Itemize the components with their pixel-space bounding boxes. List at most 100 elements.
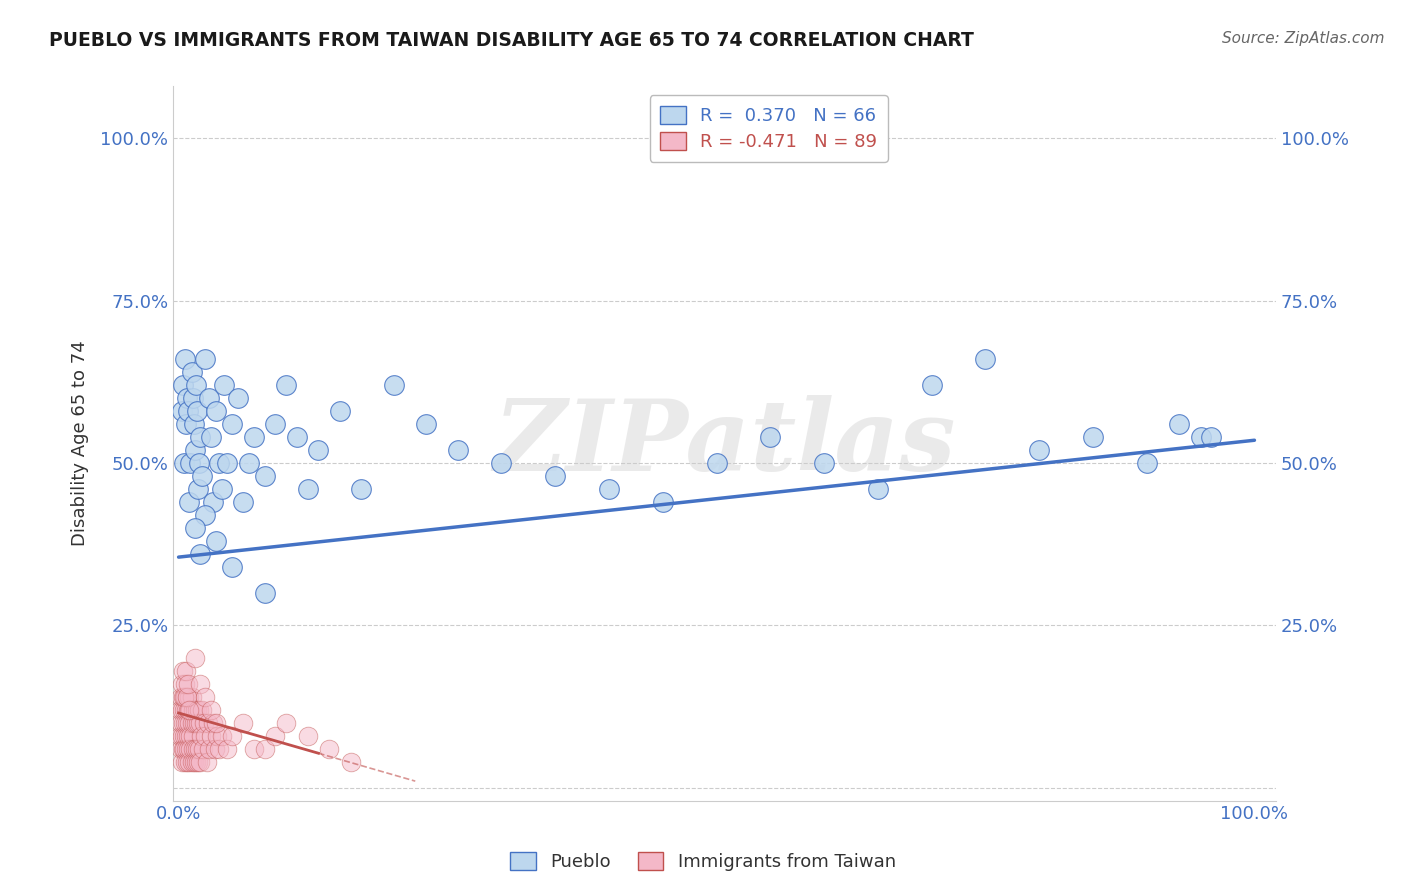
Point xyxy=(339,755,361,769)
Point xyxy=(176,755,198,769)
Point xyxy=(170,729,193,743)
Point xyxy=(921,378,943,392)
Text: ZIPatlas: ZIPatlas xyxy=(494,395,956,491)
Point xyxy=(194,729,217,743)
Point xyxy=(221,729,243,743)
Point xyxy=(174,703,197,717)
Point xyxy=(253,586,276,600)
Point xyxy=(276,715,298,730)
Point xyxy=(174,677,197,691)
Point xyxy=(188,456,211,470)
Point xyxy=(307,442,329,457)
Point xyxy=(191,469,214,483)
Point xyxy=(207,729,229,743)
Point xyxy=(174,417,197,431)
Point xyxy=(221,417,243,431)
Point xyxy=(173,456,195,470)
Point xyxy=(183,417,205,431)
Point xyxy=(188,547,211,561)
Point xyxy=(180,715,202,730)
Point xyxy=(173,690,195,704)
Point xyxy=(232,715,254,730)
Point xyxy=(188,677,211,691)
Point xyxy=(184,378,207,392)
Point xyxy=(193,741,215,756)
Point xyxy=(491,456,513,470)
Point xyxy=(205,404,228,418)
Point xyxy=(1136,456,1159,470)
Point xyxy=(651,495,673,509)
Point xyxy=(193,715,215,730)
Point xyxy=(253,469,276,483)
Point xyxy=(205,533,228,548)
Point xyxy=(205,715,228,730)
Point xyxy=(172,690,194,704)
Point xyxy=(169,703,191,717)
Point xyxy=(759,430,782,444)
Point xyxy=(1081,430,1104,444)
Point xyxy=(221,559,243,574)
Point xyxy=(706,456,728,470)
Point xyxy=(1028,442,1050,457)
Point xyxy=(179,703,201,717)
Point xyxy=(215,741,238,756)
Point xyxy=(177,703,200,717)
Point xyxy=(170,703,193,717)
Point xyxy=(974,352,997,367)
Text: PUEBLO VS IMMIGRANTS FROM TAIWAN DISABILITY AGE 65 TO 74 CORRELATION CHART: PUEBLO VS IMMIGRANTS FROM TAIWAN DISABIL… xyxy=(49,31,974,50)
Point xyxy=(179,755,201,769)
Point xyxy=(179,495,201,509)
Point xyxy=(174,741,197,756)
Point xyxy=(179,741,201,756)
Point xyxy=(200,430,222,444)
Point xyxy=(179,729,201,743)
Point xyxy=(202,715,225,730)
Point xyxy=(170,715,193,730)
Point xyxy=(382,378,405,392)
Point xyxy=(211,729,233,743)
Point xyxy=(208,741,231,756)
Point xyxy=(174,690,197,704)
Point xyxy=(200,729,222,743)
Point xyxy=(276,378,298,392)
Point xyxy=(170,741,193,756)
Point xyxy=(866,482,889,496)
Point xyxy=(174,352,197,367)
Point xyxy=(172,715,194,730)
Point xyxy=(177,729,200,743)
Point xyxy=(187,715,209,730)
Point xyxy=(173,729,195,743)
Point xyxy=(180,755,202,769)
Point xyxy=(184,755,207,769)
Point xyxy=(183,703,205,717)
Point xyxy=(177,677,200,691)
Point xyxy=(170,677,193,691)
Point xyxy=(415,417,437,431)
Point xyxy=(190,729,212,743)
Point xyxy=(179,690,201,704)
Point xyxy=(208,456,231,470)
Point xyxy=(176,690,198,704)
Point xyxy=(544,469,567,483)
Point xyxy=(179,703,201,717)
Point xyxy=(172,378,194,392)
Point xyxy=(181,703,204,717)
Point xyxy=(191,703,214,717)
Point xyxy=(188,703,211,717)
Point xyxy=(197,391,219,405)
Point xyxy=(186,741,208,756)
Point xyxy=(285,430,308,444)
Point xyxy=(183,755,205,769)
Point xyxy=(197,715,219,730)
Point xyxy=(184,715,207,730)
Point xyxy=(176,690,198,704)
Legend: Pueblo, Immigrants from Taiwan: Pueblo, Immigrants from Taiwan xyxy=(503,846,903,879)
Point xyxy=(1201,430,1223,444)
Point xyxy=(179,715,201,730)
Point xyxy=(170,755,193,769)
Point xyxy=(179,456,201,470)
Point xyxy=(180,365,202,379)
Point xyxy=(183,741,205,756)
Point xyxy=(813,456,835,470)
Point xyxy=(172,741,194,756)
